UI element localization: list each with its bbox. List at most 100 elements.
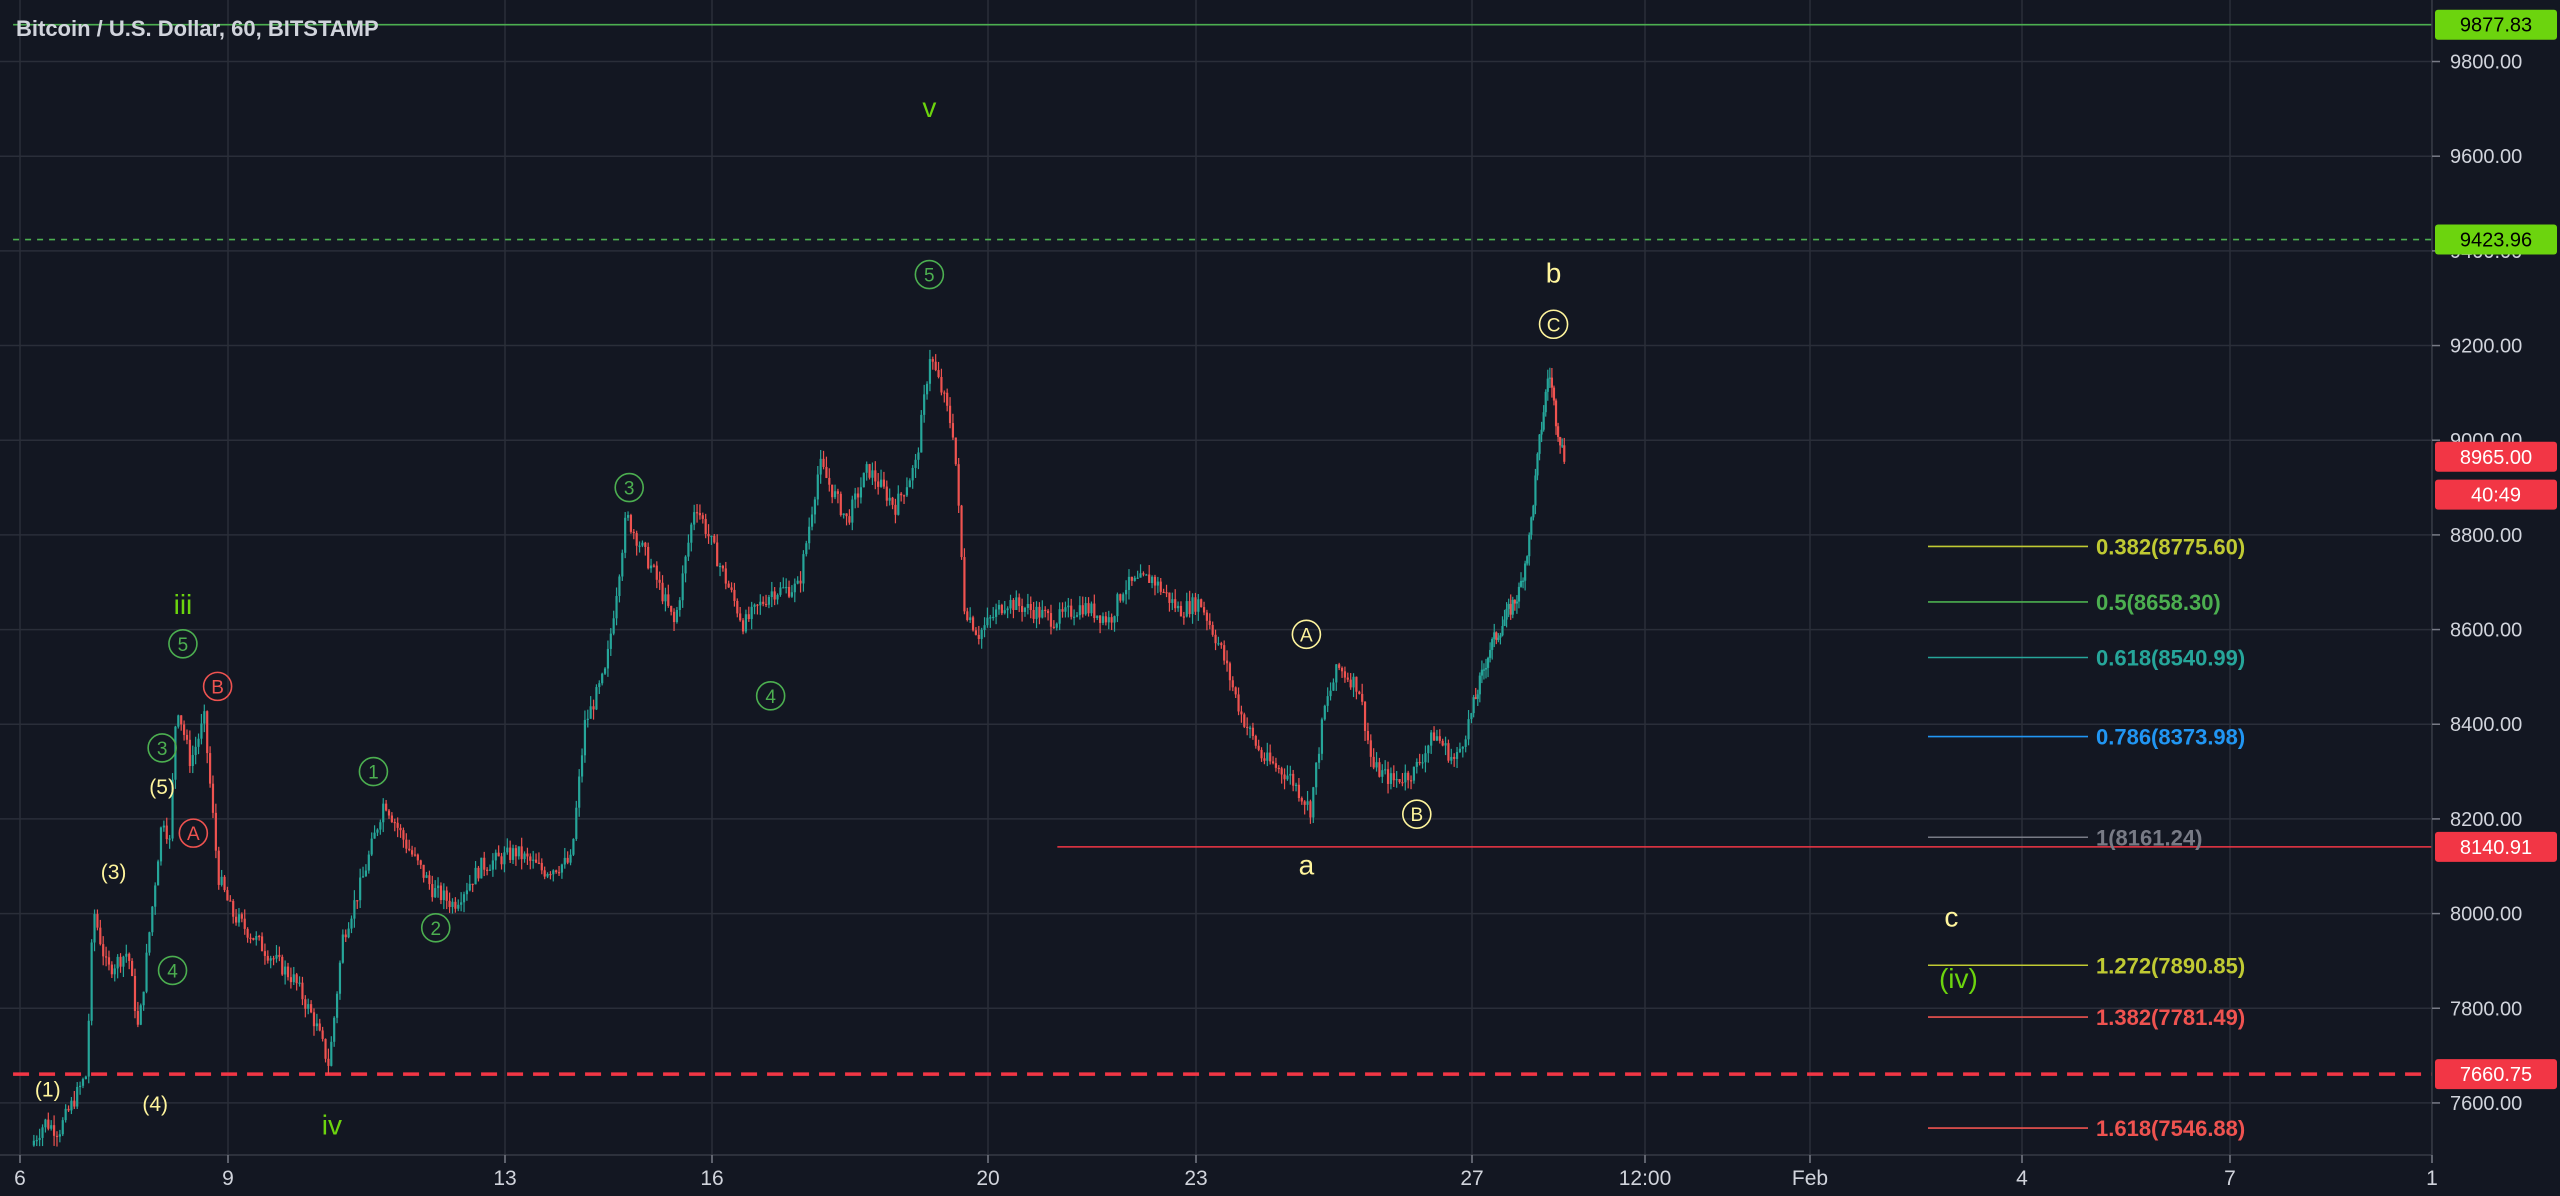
candle-body (480, 857, 483, 879)
candle-body (1480, 669, 1483, 676)
price-axis[interactable]: 9800.009600.009400.009200.009000.008800.… (2431, 0, 2560, 1196)
candle-body (76, 1086, 79, 1107)
candle-body (249, 937, 252, 939)
candle-body (1179, 605, 1183, 617)
candle-body (1156, 581, 1159, 586)
candle-body (549, 873, 552, 876)
candle-body (128, 953, 131, 961)
candle-body (35, 1140, 38, 1142)
candle-body (1335, 664, 1338, 683)
candle-body (1482, 669, 1486, 671)
time-axis[interactable]: 6 9 13 16 20 23 27 12:00 Feb 4 7 1 (0, 1154, 2560, 1196)
candle-body (1395, 779, 1398, 781)
candle-body (1067, 605, 1070, 608)
candle-body (1346, 677, 1349, 680)
candle-body (1297, 784, 1301, 799)
candle-body (1415, 761, 1418, 767)
candle-body (563, 857, 566, 865)
wave-label: 5 (924, 266, 935, 287)
candle-body (1418, 761, 1421, 764)
fibonacci-tool[interactable]: 0.382(8775.60) 0.5(8658.30) 0.618(8540.99)… (1928, 534, 2245, 1141)
candle-body (1058, 609, 1061, 624)
candle-body (741, 620, 745, 632)
candle-body (1491, 638, 1494, 650)
candle-body (980, 629, 983, 639)
candle-body (110, 964, 113, 975)
time-tick-label: 12:00 (1619, 1167, 1672, 1190)
wave-label-circle (420, 912, 451, 943)
candle-body (1315, 762, 1318, 788)
candle-body (1220, 643, 1223, 646)
candle-body (203, 711, 206, 724)
candle-body (55, 1135, 59, 1138)
candle-body (408, 848, 411, 851)
candle-body (191, 755, 194, 767)
candle-body (396, 822, 399, 828)
candle-body (767, 597, 771, 605)
candle-body (1412, 766, 1416, 781)
candle-body (373, 832, 376, 839)
candle-body (1280, 768, 1283, 775)
candle-body (1214, 634, 1217, 644)
candle-body (816, 474, 819, 500)
candle-body (382, 803, 385, 823)
candle-body (1018, 597, 1021, 607)
candle-body (638, 545, 641, 547)
candle-body (537, 862, 541, 864)
candle-body (70, 1100, 73, 1111)
price-tick-label: 8000.00 (2450, 904, 2522, 926)
price-label-box (2435, 1059, 2557, 1090)
candle-body (171, 779, 174, 839)
candle-body (1517, 586, 1521, 602)
wave-label: iv (322, 1110, 342, 1141)
candle-body (1188, 601, 1191, 615)
candle-body (50, 1125, 53, 1129)
candle-body (986, 617, 989, 626)
candle-body (376, 829, 379, 833)
candle-body (859, 487, 863, 498)
candle-body (974, 630, 978, 635)
candle-body (693, 512, 696, 525)
candle-body (246, 928, 249, 938)
candle-body (125, 953, 128, 957)
candle-body (182, 724, 186, 735)
time-tick-label: 20 (976, 1167, 999, 1190)
candle-body (1046, 610, 1050, 614)
candle-body (1375, 762, 1378, 768)
candle-body (946, 392, 949, 406)
candle-body (1343, 671, 1347, 678)
candle-body (1098, 615, 1102, 623)
candle-body (1546, 378, 1549, 392)
candle-body (156, 861, 160, 886)
candle-body (252, 938, 255, 940)
candle-body (698, 513, 702, 516)
candle-body (1119, 594, 1122, 601)
candle-body (1257, 745, 1260, 750)
wave-annotations: (1) (3) (4) (5) 4 A 3 B 5 iii iv 1 2 3 4 5 v Aa Bb Cc (iv) (35, 92, 1978, 1141)
candle-body (1303, 801, 1306, 805)
candle-body (52, 1125, 56, 1136)
candle-body (272, 958, 275, 960)
candle-body (1289, 773, 1292, 776)
candle-body (1455, 752, 1459, 759)
wave-label-circle (1402, 799, 1432, 829)
candle-body (1441, 740, 1444, 746)
candle-body (1320, 719, 1324, 754)
candle-body (387, 810, 391, 816)
candle-body (1012, 599, 1015, 611)
candle-body (96, 914, 99, 928)
candle-body (315, 1023, 318, 1027)
candle-body (460, 902, 463, 905)
time-tick-label: 6 (14, 1167, 26, 1190)
wave-label-circle (157, 955, 188, 986)
time-tick-label: 4 (2016, 1167, 2028, 1190)
candle-body (81, 1079, 85, 1086)
wave-label: (3) (101, 861, 127, 884)
candle-body (644, 542, 647, 547)
candle-body (759, 601, 762, 606)
candle-body (413, 854, 417, 856)
wave-label: (4) (142, 1093, 168, 1116)
candle-body (503, 852, 506, 865)
candle-body (923, 394, 926, 415)
